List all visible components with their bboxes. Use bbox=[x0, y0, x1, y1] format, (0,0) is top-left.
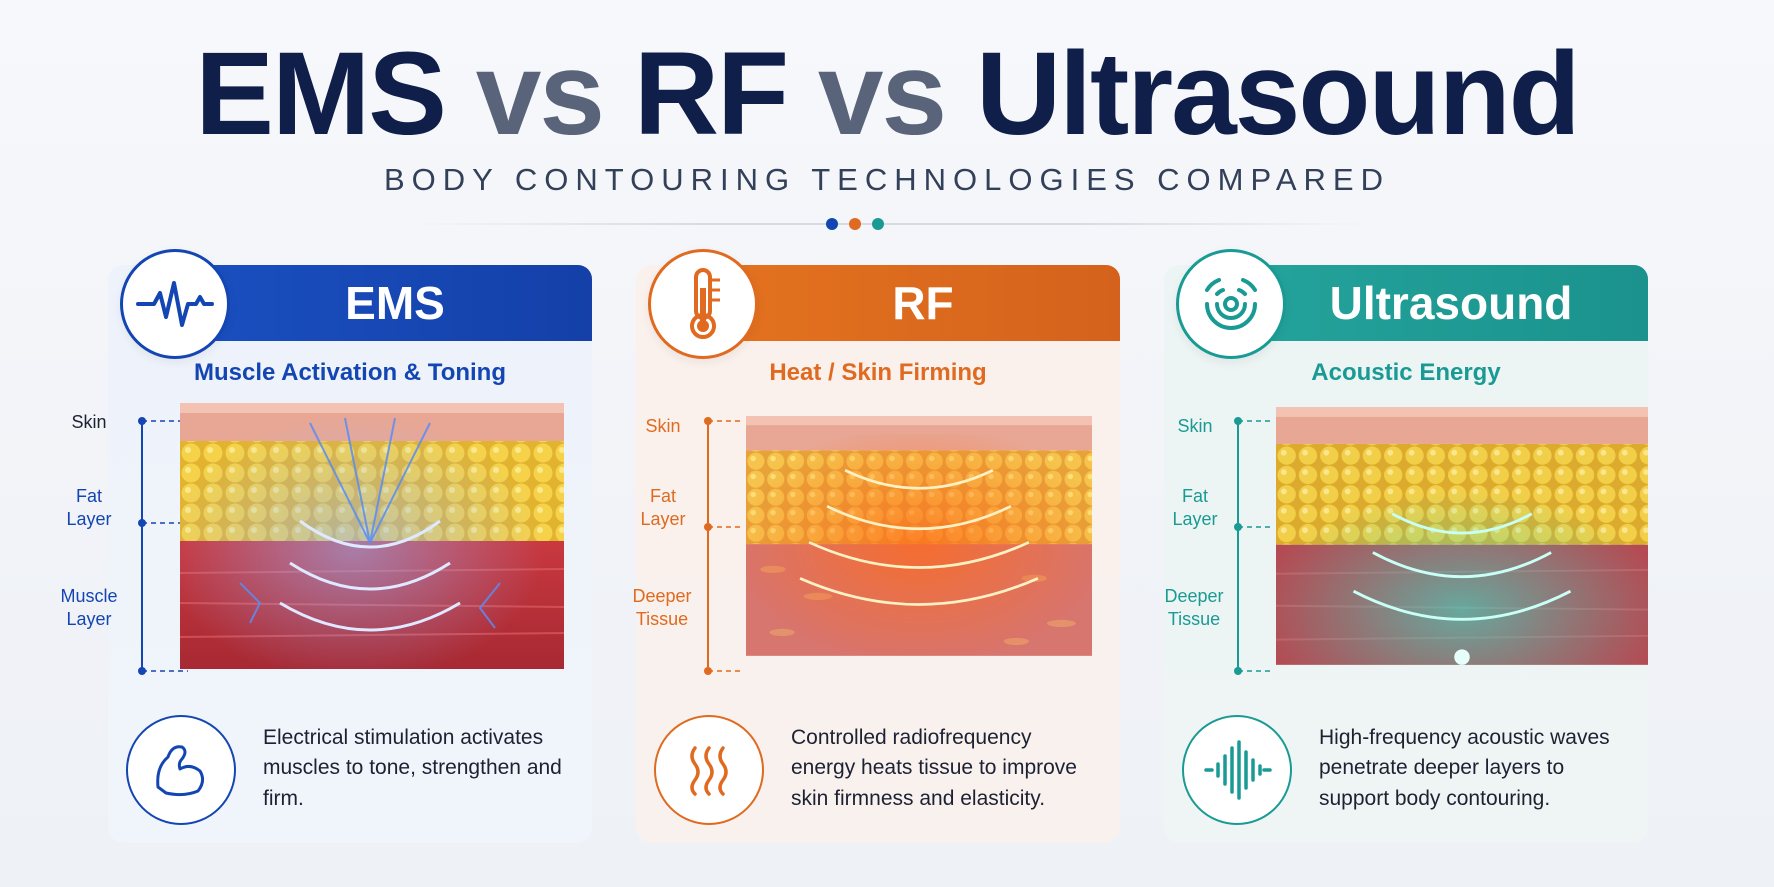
ems-bracket bbox=[138, 417, 188, 675]
title-vs-1: vs bbox=[475, 28, 605, 160]
rf-banner: RF bbox=[726, 265, 1120, 341]
sound-waves-icon bbox=[1176, 249, 1286, 359]
rf-description: Controlled radiofrequency energy heats t… bbox=[791, 726, 1077, 810]
flexed-arm-icon bbox=[126, 715, 236, 825]
title-vs-2: vs bbox=[817, 28, 947, 160]
rf-label-fat: Fat Layer bbox=[640, 486, 686, 530]
ultrasound-label-fat: Fat Layer bbox=[1172, 486, 1218, 530]
panel-ultrasound: Ultrasound Acoustic Energy Skin Fat Laye… bbox=[1164, 249, 1648, 843]
page-subtitle: BODY CONTOURING TECHNOLOGIES COMPARED bbox=[384, 162, 1390, 197]
ems-label-muscle: Muscle Layer bbox=[60, 586, 118, 630]
ems-tissue-diagram bbox=[180, 403, 564, 669]
ems-heading: EMS bbox=[345, 277, 445, 329]
title-ems: EMS bbox=[195, 28, 447, 160]
panel-rf: RF Heat / Skin Firming Skin Fat Layer De… bbox=[632, 249, 1120, 843]
header-divider bbox=[410, 223, 1370, 225]
heartbeat-icon bbox=[120, 249, 230, 359]
title-ultrasound: Ultrasound bbox=[975, 28, 1581, 160]
ultrasound-description: High-frequency acoustic waves penetrate … bbox=[1319, 726, 1610, 810]
rf-tissue-diagram bbox=[746, 416, 1092, 656]
dot-teal bbox=[872, 218, 884, 230]
ems-tagline: Muscle Activation & Toning bbox=[193, 359, 506, 386]
rf-heading: RF bbox=[892, 277, 954, 329]
panel-ems: EMS Muscle Activation & Toning Skin Fat … bbox=[60, 249, 592, 843]
rf-tagline: Heat / Skin Firming bbox=[769, 359, 987, 386]
page-title: EMS vs RF vs Ultrasound bbox=[0, 28, 1774, 160]
ultrasound-tissue-diagram bbox=[1276, 407, 1648, 665]
ems-description: Electrical stimulation activates muscles… bbox=[263, 726, 562, 810]
ultrasound-tagline: Acoustic Energy bbox=[1311, 359, 1501, 386]
ultrasound-banner: Ultrasound bbox=[1254, 265, 1648, 341]
dot-orange bbox=[849, 218, 861, 230]
rf-bracket bbox=[704, 417, 742, 675]
ultrasound-label-skin: Skin bbox=[1177, 416, 1213, 436]
title-rf: RF bbox=[633, 28, 789, 160]
divider-dots bbox=[826, 218, 884, 230]
ems-label-fat: Fat Layer bbox=[66, 486, 112, 530]
rf-label-skin: Skin bbox=[645, 416, 681, 436]
dot-blue bbox=[826, 218, 838, 230]
heat-waves-icon bbox=[654, 715, 764, 825]
rf-label-deeper: Deeper Tissue bbox=[632, 586, 692, 630]
ultrasound-label-deeper: Deeper Tissue bbox=[1164, 586, 1224, 630]
waveform-icon bbox=[1182, 715, 1292, 825]
ems-banner: EMS bbox=[198, 265, 592, 341]
ems-label-skin: Skin bbox=[71, 412, 107, 432]
thermometer-icon bbox=[648, 249, 758, 359]
ultrasound-heading: Ultrasound bbox=[1329, 277, 1573, 329]
ultrasound-bracket bbox=[1234, 417, 1272, 675]
